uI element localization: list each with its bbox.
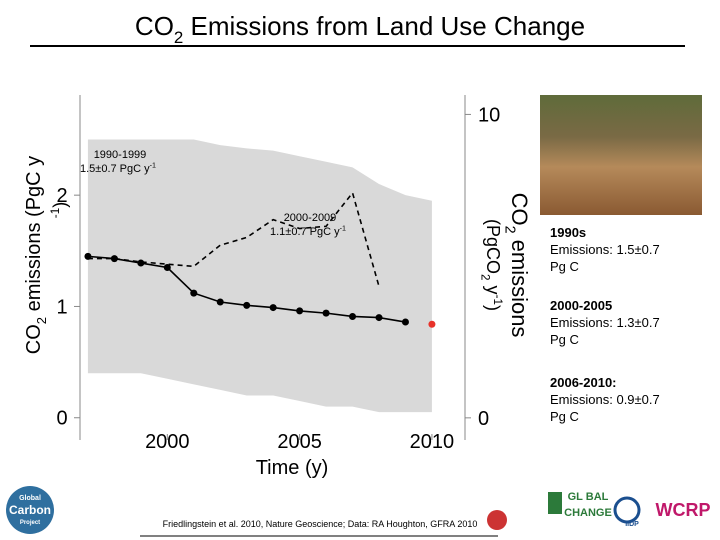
side-note-title: 2000-2005 [550,298,612,313]
text-part: (PgCO [483,219,503,274]
text-part: CO [23,324,45,354]
text-part: (PgC y [23,156,45,217]
data-point [296,307,304,315]
x-tick-label: 2010 [410,431,455,453]
logo-text: Project [20,520,40,526]
logo-circle [6,486,54,534]
logo-text: WCRP [656,500,711,520]
data-point [243,301,251,309]
text-part: CO [507,193,532,226]
data-point [269,304,277,312]
data-point [137,259,145,267]
y-axis-label: -1) [49,202,70,218]
text-part: -1 [491,295,504,305]
logo-mark [487,510,507,530]
text-part: ) [50,202,70,208]
y-tick-label: 0 [56,408,67,430]
citation: Friedlingstein et al. 2010, Nature Geosc… [163,519,478,529]
text-part: -1 [49,208,62,218]
y-tick-label: 1 [56,296,67,318]
x-axis-label: Time (y) [256,457,329,479]
text-part: 1.5±0.7 PgC y [80,163,150,175]
side-note-line: Pg C [550,332,579,347]
data-point [163,264,171,271]
uncertainty-band [87,139,432,413]
side-note-line: Emissions: 1.3±0.7 [550,315,660,330]
annotation-value: 1.1±0.7 PgC y-1 [270,225,346,238]
logo-mark [548,492,562,514]
side-note-line: Pg C [550,259,579,274]
data-point [428,320,436,328]
text-part: 2 [479,274,492,281]
logo-gcp [6,486,54,534]
text-part: 2 [174,28,183,47]
annotation-period: 1990-1999 [94,149,147,161]
x-tick-label: 2005 [277,431,322,453]
y-axis-label: CO2 emissions (PgC y [23,156,49,354]
text-part: emissions [507,234,532,338]
data-point [190,289,198,297]
data-point [375,314,383,322]
text-part: 2 [34,317,49,324]
data-point [401,318,409,326]
y2-tick-label: 10 [478,104,500,126]
side-note-line: Pg C [550,409,579,424]
text-part: -1 [150,162,156,170]
logo-text: Carbon [9,503,51,517]
data-point [110,255,118,263]
side-note-line: Emissions: 0.9±0.7 [550,392,660,407]
y2-axis-label: (PgCO2 y-1) [479,219,505,311]
series-line [87,191,380,287]
logo-text: IIDP [625,521,639,528]
logo-mark [613,496,641,524]
data-point [349,312,357,320]
annotation-period: 2000-2009 [284,212,337,224]
y2-tick-label: 0 [478,408,489,430]
data-point [322,309,330,317]
text-part: 2 [501,226,517,234]
text-part: CO [135,11,174,41]
side-note-line: Emissions: 1.5±0.7 [550,242,660,257]
text-part: -1 [340,225,346,233]
logo-text: Global [19,495,41,502]
logo-text: CHANGE [564,507,612,519]
y2-axis-label: CO2 emissions [501,193,532,338]
logo-text: GL BAL [568,491,609,503]
text-part: 1.1±0.7 PgC y [270,226,340,238]
data-point [216,298,224,306]
text-part: y [483,281,503,295]
side-note-title: 2006-2010: [550,375,617,390]
text-part: Emissions from Land Use Change [183,11,585,41]
side-note-title: 1990s [550,225,586,240]
chart-title: CO2 Emissions from Land Use Change [135,11,585,47]
y-tick-label: 2 [56,185,67,207]
x-tick-label: 2000 [145,431,190,453]
text-part: emissions [23,217,45,317]
photo [540,95,702,215]
annotation-value: 1.5±0.7 PgC y-1 [80,162,156,175]
text-part: ) [483,305,503,311]
